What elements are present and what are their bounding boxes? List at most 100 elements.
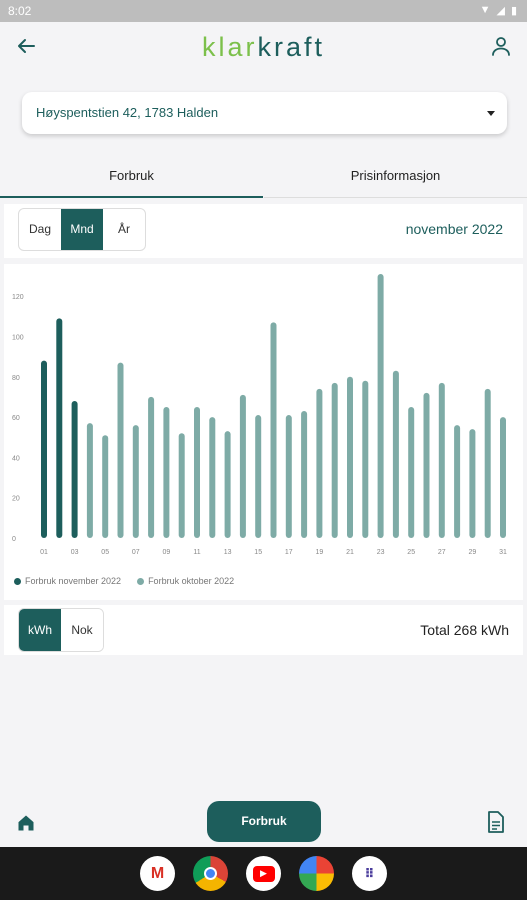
- x-tick-label: 05: [101, 549, 109, 556]
- bar-oktober-14: [239, 394, 246, 538]
- gmail-icon[interactable]: M: [140, 856, 175, 891]
- legend-dot-november: [14, 577, 21, 585]
- consumption-bar-chart: 0 20 40 60 80 100 120 01 03 05 07 09 11 13 15 17 19 21 23 2…: [12, 273, 507, 556]
- y-tick-label: 0: [12, 536, 16, 543]
- y-tick-label: 100: [12, 334, 24, 341]
- y-tick-label: 40: [12, 455, 20, 462]
- bar-oktober-15: [255, 415, 262, 538]
- unit-option-kwh[interactable]: kWh: [19, 609, 61, 651]
- bar-oktober-19: [316, 388, 323, 538]
- x-tick-label: 31: [499, 549, 507, 556]
- bar-oktober-29: [469, 429, 476, 538]
- logo-part-klar: klar: [201, 32, 258, 62]
- address-selected-value: Høyspentstien 42, 1783 Halden: [36, 105, 219, 120]
- status-icons: ▼ ◢ ▮: [480, 4, 517, 17]
- tab-prisinformasjon[interactable]: Prisinformasjon: [264, 156, 527, 198]
- bar-oktober-28: [454, 425, 461, 538]
- home-icon[interactable]: [16, 813, 36, 833]
- period-option-dag[interactable]: Dag: [28, 222, 51, 236]
- forbruk-nav-button[interactable]: Forbruk: [207, 801, 321, 842]
- x-tick-label: 21: [346, 549, 354, 556]
- bar-oktober-08: [148, 396, 155, 538]
- chrome-icon[interactable]: [193, 856, 228, 891]
- bar-oktober-07: [132, 425, 139, 538]
- x-tick-label: 03: [71, 549, 79, 556]
- bar-oktober-05: [102, 435, 109, 538]
- x-tick-label: 15: [254, 549, 262, 556]
- back-arrow-icon[interactable]: [14, 34, 38, 58]
- bar-oktober-21: [347, 376, 353, 538]
- x-tick-label: 25: [407, 549, 415, 556]
- y-tick-label: 20: [12, 496, 20, 503]
- period-selector-bar: Dag Mnd År november 2022: [4, 204, 523, 258]
- document-icon[interactable]: [487, 811, 505, 833]
- legend-dot-oktober: [137, 577, 145, 585]
- x-tick-label: 19: [316, 549, 324, 556]
- bar-oktober-06: [117, 362, 124, 538]
- x-tick-label: 29: [469, 549, 477, 556]
- address-selector[interactable]: Høyspentstien 42, 1783 Halden: [22, 92, 507, 134]
- bar-oktober-23: [377, 273, 384, 538]
- period-toggle-group: Dag Mnd År: [18, 208, 146, 251]
- y-tick-label: 120: [12, 294, 24, 301]
- consumption-chart-card: 0 20 40 60 80 100 120 01 03 05 07 09 11 13 15 17 19 21 23 2…: [4, 264, 523, 600]
- app-dock: M ▶ ⠿: [0, 856, 527, 891]
- period-option-mnd[interactable]: Mnd: [61, 209, 103, 250]
- bar-oktober-18: [301, 411, 308, 538]
- tab-bar: Forbruk Prisinformasjon: [0, 156, 527, 198]
- unit-option-nok[interactable]: Nok: [61, 609, 103, 651]
- x-tick-label: 13: [224, 549, 232, 556]
- bottom-navigation: Forbruk: [0, 795, 527, 847]
- total-consumption: Total 268 kWh: [420, 622, 509, 638]
- bar-oktober-10: [178, 433, 185, 538]
- period-option-ar[interactable]: År: [118, 222, 130, 236]
- x-tick-label: 11: [193, 549, 200, 556]
- x-tick-label: 07: [132, 549, 140, 556]
- x-tick-label: 09: [163, 549, 171, 556]
- bar-november-01: [41, 360, 47, 538]
- bar-oktober-22: [362, 380, 369, 538]
- bar-oktober-17: [285, 415, 292, 538]
- wifi-icon: ▼: [479, 4, 491, 16]
- bar-oktober-09: [163, 407, 170, 538]
- bar-oktober-31: [500, 417, 506, 538]
- bar-oktober-24: [392, 370, 399, 538]
- status-time: 8:02: [8, 4, 32, 18]
- bar-oktober-27: [438, 382, 445, 538]
- app-drawer-icon[interactable]: ⠿: [352, 856, 387, 891]
- bar-oktober-25: [408, 407, 415, 538]
- youtube-icon[interactable]: ▶: [246, 856, 281, 891]
- x-tick-label: 17: [285, 549, 293, 556]
- dropdown-caret-icon: [487, 111, 495, 116]
- bar-oktober-20: [331, 382, 338, 538]
- app-logo: klarkraft: [0, 32, 527, 63]
- bar-oktober-13: [224, 431, 231, 538]
- unit-toggle-group: kWh Nok: [18, 608, 104, 652]
- battery-icon: ▮: [510, 5, 517, 17]
- current-period-label[interactable]: november 2022: [405, 221, 503, 237]
- app-bar: klarkraft: [0, 22, 527, 72]
- legend-label-november: Forbruk november 2022: [25, 576, 122, 586]
- legend-label-oktober: Forbruk oktober 2022: [148, 576, 235, 586]
- photos-icon[interactable]: [299, 856, 334, 891]
- y-tick-label: 80: [12, 375, 20, 382]
- x-tick-label: 01: [40, 549, 48, 556]
- system-nav-bar: M ▶ ⠿: [0, 847, 527, 900]
- signal-icon: ◢: [496, 5, 505, 17]
- legend-item-november: Forbruk november 2022: [14, 576, 121, 586]
- bar-oktober-04: [86, 423, 93, 538]
- unit-selector-bar: kWh Nok Total 268 kWh: [4, 605, 523, 655]
- bar-november-02: [56, 318, 63, 538]
- user-profile-icon[interactable]: [489, 34, 513, 58]
- legend-item-oktober: Forbruk oktober 2022: [137, 576, 234, 586]
- tab-forbruk[interactable]: Forbruk: [0, 156, 263, 198]
- bar-oktober-12: [209, 417, 216, 538]
- bar-oktober-26: [423, 392, 430, 538]
- status-bar: 8:02 ▼ ◢ ▮: [0, 0, 527, 22]
- bar-oktober-11: [194, 407, 200, 538]
- x-tick-label: 23: [377, 549, 385, 556]
- bar-oktober-16: [270, 322, 277, 538]
- x-tick-label: 27: [438, 549, 446, 556]
- logo-part-kraft: kraft: [257, 32, 326, 62]
- y-tick-label: 60: [12, 415, 20, 422]
